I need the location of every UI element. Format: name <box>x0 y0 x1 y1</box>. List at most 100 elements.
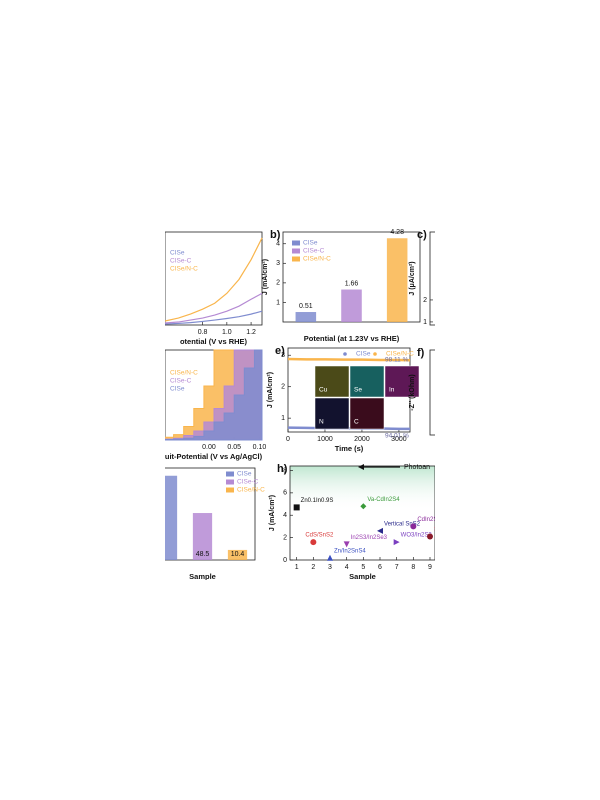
x-tick-label: 7 <box>395 564 399 571</box>
point-label: CdS/SnS2 <box>305 533 334 539</box>
x-tick-label: 0.00 <box>202 444 216 451</box>
y-tick-label: 6 <box>283 490 287 497</box>
bar-value-label: 1.66 <box>345 280 359 287</box>
point-label: CdIn2S4 <box>417 517 441 523</box>
inset-label: C <box>354 419 359 426</box>
legend-swatch <box>226 479 234 485</box>
panel-label: c) <box>417 229 427 241</box>
legend-swatch <box>292 240 300 246</box>
inset-label: N <box>319 419 324 426</box>
panel-label: f) <box>417 347 425 359</box>
legend-swatch <box>292 256 300 262</box>
x-tick-label: 0.10 <box>253 444 267 451</box>
x-tick-label: 8 <box>411 564 415 571</box>
data-line <box>165 292 263 324</box>
x-axis-label: uit-Potential (V vs Ag/AgCl) <box>165 452 263 461</box>
scatter-point <box>377 527 383 534</box>
bar <box>386 238 408 322</box>
y-axis-label: -Z'' (kOhm) <box>409 374 416 410</box>
x-tick-label: 1.2 <box>246 329 256 336</box>
legend-swatch <box>292 248 300 254</box>
x-tick-label: 2000 <box>354 436 370 443</box>
legend-label: CISe/N-C <box>170 370 198 377</box>
bar-value-label: 4.28 <box>390 229 404 236</box>
highlight-band <box>290 466 435 511</box>
inset-map <box>314 365 350 398</box>
scatter-point <box>427 533 433 540</box>
x-tick-label: 3000 <box>391 436 407 443</box>
panel-label: b) <box>270 229 281 241</box>
bar-value-label: 0.51 <box>299 303 313 310</box>
x-tick-label: 4 <box>345 564 349 571</box>
y-tick-label: 2 <box>281 384 285 391</box>
x-axis-label: otential (V vs RHE) <box>180 337 248 346</box>
data-line <box>165 310 263 325</box>
y-tick-label: 0 <box>283 557 287 564</box>
x-tick-label: 0.8 <box>198 329 208 336</box>
annotation: Photoan <box>404 464 430 471</box>
x-tick-label: 0 <box>286 436 290 443</box>
bar-value-label: 48.5 <box>196 551 210 558</box>
scatter-point <box>410 523 417 530</box>
bar <box>165 475 178 560</box>
data-line <box>287 357 411 362</box>
scatter-point <box>327 554 333 561</box>
x-tick-label: 1.0 <box>222 329 232 336</box>
y-tick-label: 4 <box>276 241 280 248</box>
bar <box>295 312 317 322</box>
arrow-head <box>358 464 364 470</box>
bar <box>227 549 248 560</box>
legend-label: CISe-C <box>237 479 259 486</box>
x-tick-label: 0.05 <box>227 444 241 451</box>
annotation: 98.11 % <box>385 357 409 364</box>
y-axis-label: J (μA/cm²) <box>409 261 416 295</box>
bar <box>192 513 213 560</box>
point-label: SnS2/In <box>434 527 455 533</box>
point-label: In2S3/In2Se3 <box>351 535 388 541</box>
legend-label: CISe <box>237 471 252 478</box>
panels: otential (V vs RHE)0.8 1.0 1.2CISeCISe-CCI… <box>165 229 455 581</box>
point-label: Zn/In2SnS4 <box>334 548 366 554</box>
legend-swatch <box>226 487 234 493</box>
point-label: Zn0.1In0.9S <box>301 498 334 504</box>
y-tick-label: 2 <box>423 297 427 304</box>
y-tick-label: 1 <box>276 299 280 306</box>
plot-frame <box>429 349 435 436</box>
x-tick-label: 5 <box>361 564 365 571</box>
legend-label: CISe <box>170 250 185 257</box>
x-axis-label: Sample <box>189 572 216 581</box>
panel-label: e) <box>275 345 285 357</box>
legend-swatch <box>343 352 347 356</box>
panel-label: h) <box>277 463 288 475</box>
legend-label: CISe-C <box>170 258 192 265</box>
y-tick-label: 3 <box>281 352 285 359</box>
point-label: Va-CdIn2S4 <box>367 497 400 503</box>
y-tick-label: 2 <box>276 280 280 287</box>
x-axis-label: Time (s) <box>335 444 364 453</box>
legend-label: CISe <box>303 240 318 247</box>
point-label: Vertical SnS2 <box>384 521 421 527</box>
y-tick-label: 4 <box>283 512 287 519</box>
bar <box>341 289 362 322</box>
y-tick-label: 2 <box>283 534 287 541</box>
inset-map <box>314 397 350 430</box>
inset-map <box>384 365 420 398</box>
legend-swatch <box>226 471 234 477</box>
y-axis-label: J (mA/cm²) <box>267 372 274 408</box>
legend-label: CISe/N-C <box>386 351 414 358</box>
plot-frame <box>165 231 263 326</box>
legend-label: CISe <box>356 351 371 358</box>
point-label: WO3/In2S3 <box>401 533 433 539</box>
x-tick-label: 1000 <box>317 436 333 443</box>
x-tick-label: 9 <box>428 564 432 571</box>
scatter-point <box>310 539 317 546</box>
inset-map <box>349 397 385 430</box>
legend-label: CISe-C <box>303 248 325 255</box>
x-axis-label: Sample <box>349 572 376 581</box>
x-tick-label: 3 <box>328 564 332 571</box>
bar-value-label: 10.4 <box>231 551 245 558</box>
x-tick-label: 1 <box>295 564 299 571</box>
legend-label: CISe/N-C <box>237 487 265 494</box>
